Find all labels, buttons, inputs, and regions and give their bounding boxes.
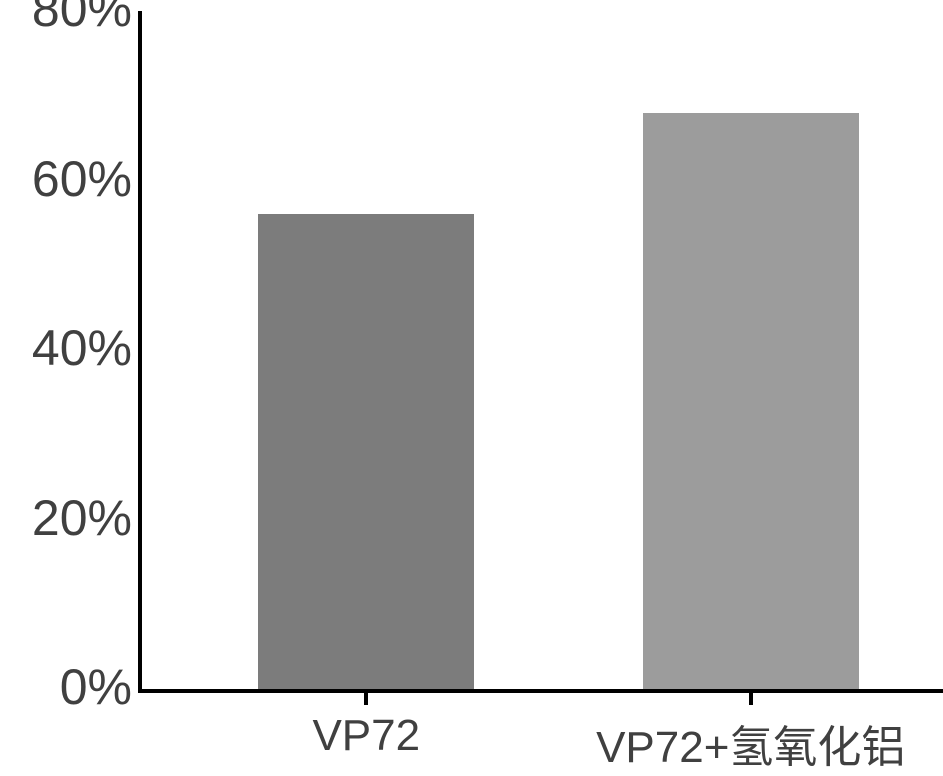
bar <box>643 113 859 689</box>
y-tick-label: 80% <box>32 0 132 38</box>
x-tick-mark <box>364 693 368 705</box>
x-tick-label: VP72+氢氧化铝 <box>501 711 943 775</box>
y-tick-label: 20% <box>32 489 132 547</box>
bar-chart: 0%20%40%60%80%VP72VP72+氢氧化铝 <box>0 0 943 776</box>
y-tick-label: 40% <box>32 319 132 377</box>
y-tick-label: 60% <box>32 150 132 208</box>
x-axis-line <box>138 689 943 693</box>
bar <box>258 214 474 689</box>
x-tick-mark <box>749 693 753 705</box>
y-tick-label: 0% <box>60 658 132 716</box>
y-axis-line <box>138 11 142 689</box>
